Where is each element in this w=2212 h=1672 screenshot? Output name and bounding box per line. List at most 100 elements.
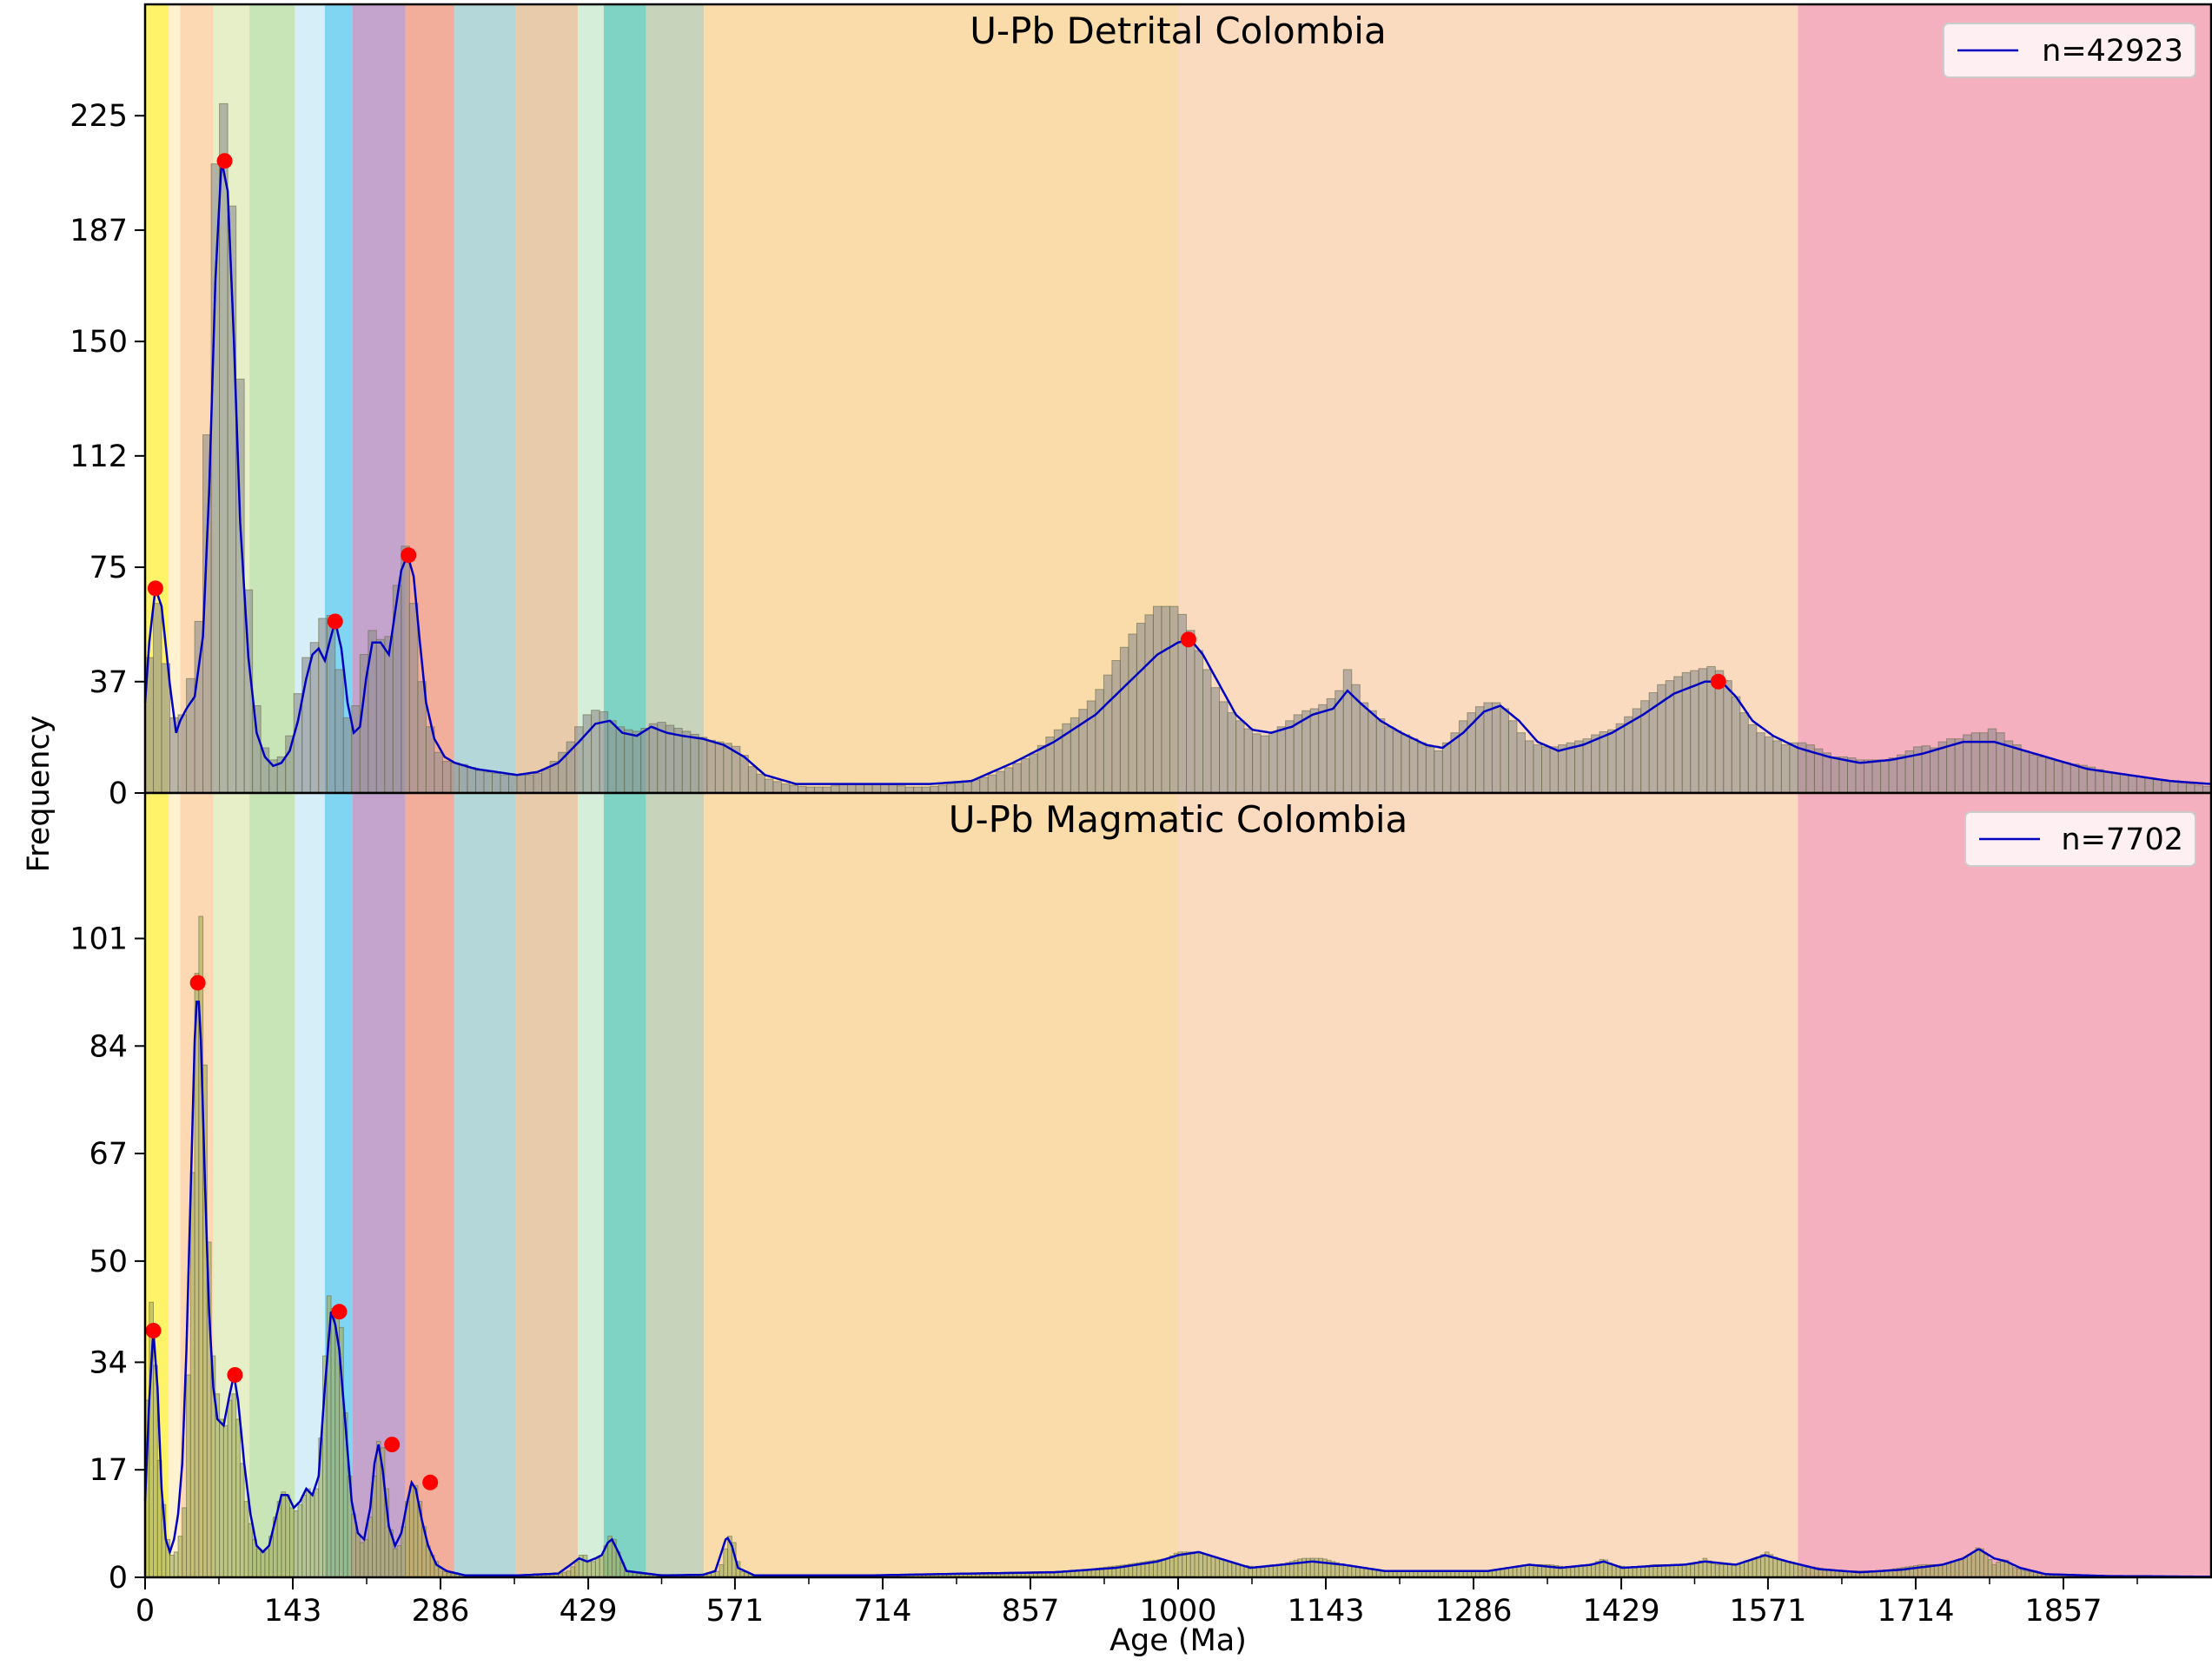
legend-box bbox=[1964, 811, 2196, 867]
histogram-bar bbox=[756, 773, 765, 794]
histogram-bar bbox=[318, 618, 328, 794]
histogram-bar bbox=[264, 1548, 270, 1578]
histogram-bar bbox=[2095, 769, 2104, 794]
histogram-bar bbox=[1202, 669, 1212, 794]
histogram-bar bbox=[260, 1551, 266, 1578]
legend-box bbox=[1943, 23, 2196, 78]
histogram-bar bbox=[1363, 1567, 1369, 1578]
period-band bbox=[646, 793, 705, 1577]
x-tick-label: 1000 bbox=[1139, 1594, 1216, 1629]
histogram-bar bbox=[1264, 1566, 1270, 1578]
histogram-bar bbox=[1714, 1563, 1720, 1578]
histogram-bar bbox=[1789, 1562, 1795, 1578]
histogram-bar bbox=[1970, 1551, 1977, 1578]
histogram-bar bbox=[987, 774, 997, 794]
histogram-bar bbox=[392, 1548, 398, 1578]
histogram-bar bbox=[772, 781, 782, 794]
histogram-bar bbox=[1401, 734, 1410, 794]
histogram-bar bbox=[1975, 1547, 1981, 1578]
histogram-bar bbox=[624, 729, 633, 794]
histogram-bar bbox=[243, 1501, 249, 1578]
period-band bbox=[169, 4, 181, 793]
histogram-bar bbox=[1243, 728, 1254, 794]
histogram-bar bbox=[706, 739, 716, 794]
histogram-bar bbox=[2136, 776, 2146, 794]
histogram-bar bbox=[1723, 680, 1732, 794]
histogram-bar bbox=[1276, 1564, 1282, 1578]
histogram-bar bbox=[401, 545, 410, 794]
histogram-bar bbox=[1673, 1563, 1679, 1578]
histogram-bar bbox=[1029, 753, 1038, 794]
histogram-bar bbox=[714, 741, 725, 794]
histogram-bar bbox=[396, 1545, 402, 1578]
histogram-bar bbox=[1533, 1563, 1539, 1578]
histogram-bar bbox=[599, 1555, 605, 1578]
x-tick-label: 1143 bbox=[1287, 1594, 1364, 1629]
x-axis-title: Age (Ma) bbox=[1109, 1623, 1247, 1658]
histogram-bar bbox=[330, 1308, 336, 1578]
histogram-bar bbox=[1202, 1553, 1208, 1578]
y-tick-label: 34 bbox=[89, 1345, 128, 1380]
histogram-bar bbox=[1136, 623, 1146, 794]
histogram-bar bbox=[2161, 779, 2170, 794]
histogram-bar bbox=[1999, 1559, 2005, 1578]
histogram-bar bbox=[1103, 674, 1113, 794]
histogram-bar bbox=[314, 1488, 320, 1578]
histogram-bar bbox=[301, 1494, 307, 1578]
histogram-bar bbox=[177, 714, 188, 794]
histogram-bar bbox=[2070, 763, 2080, 794]
histogram-bar bbox=[1268, 731, 1278, 794]
histogram-bar bbox=[359, 1542, 365, 1578]
histogram-bar bbox=[1528, 1563, 1534, 1578]
histogram-bar bbox=[582, 714, 593, 794]
histogram-bar bbox=[182, 1507, 188, 1578]
peak-marker bbox=[1710, 673, 1726, 690]
histogram-bar bbox=[441, 761, 452, 794]
histogram-bar bbox=[2003, 740, 2014, 794]
histogram-bar bbox=[235, 1418, 241, 1578]
histogram-bar bbox=[1566, 1567, 1572, 1578]
histogram-bar bbox=[508, 774, 518, 794]
histogram-bar bbox=[1235, 1563, 1241, 1578]
histogram-bar bbox=[1983, 1554, 1989, 1578]
histogram-bar bbox=[2103, 771, 2113, 794]
y-tick-label: 0 bbox=[109, 1561, 128, 1596]
histogram-bar bbox=[1987, 1559, 1993, 1578]
histogram-bar bbox=[582, 1555, 588, 1578]
histogram-bar bbox=[1549, 746, 1560, 794]
peak-marker bbox=[327, 613, 343, 630]
legend: n=7702 bbox=[1964, 811, 2196, 867]
histogram-bar bbox=[1281, 1563, 1287, 1578]
histogram-bar bbox=[1558, 744, 1567, 794]
histogram-bar bbox=[1711, 1563, 1716, 1578]
period-band bbox=[1798, 793, 2211, 1577]
histogram-bar bbox=[1963, 734, 1972, 794]
histogram-bar bbox=[408, 603, 419, 794]
period-band bbox=[405, 793, 454, 1577]
histogram-bar bbox=[1855, 759, 1864, 794]
histogram-bar bbox=[1747, 724, 1758, 794]
histogram-bar bbox=[1930, 747, 1939, 794]
histogram-bar bbox=[1863, 759, 1873, 794]
histogram-bar bbox=[1880, 759, 1890, 794]
histogram-bar bbox=[1500, 708, 1509, 794]
y-tick-label: 50 bbox=[89, 1245, 128, 1279]
period-band bbox=[1178, 4, 1798, 793]
histogram-bar bbox=[1194, 1551, 1200, 1578]
histogram-bar bbox=[375, 638, 386, 794]
histogram-bar bbox=[1434, 750, 1443, 794]
histogram-bar bbox=[2185, 783, 2195, 794]
histogram-bar bbox=[665, 724, 675, 794]
histogram-bar bbox=[1111, 660, 1121, 794]
histogram-bar bbox=[1338, 1563, 1344, 1578]
histogram-bar bbox=[309, 1494, 315, 1578]
period-band bbox=[578, 4, 604, 793]
histogram-bar bbox=[2177, 782, 2187, 794]
histogram-bar bbox=[1690, 670, 1699, 794]
histogram-bar bbox=[1582, 738, 1593, 794]
histogram-bar bbox=[1255, 1567, 1262, 1578]
period-band bbox=[646, 4, 705, 793]
histogram-bar bbox=[1219, 701, 1229, 794]
histogram-bar bbox=[1036, 744, 1047, 794]
